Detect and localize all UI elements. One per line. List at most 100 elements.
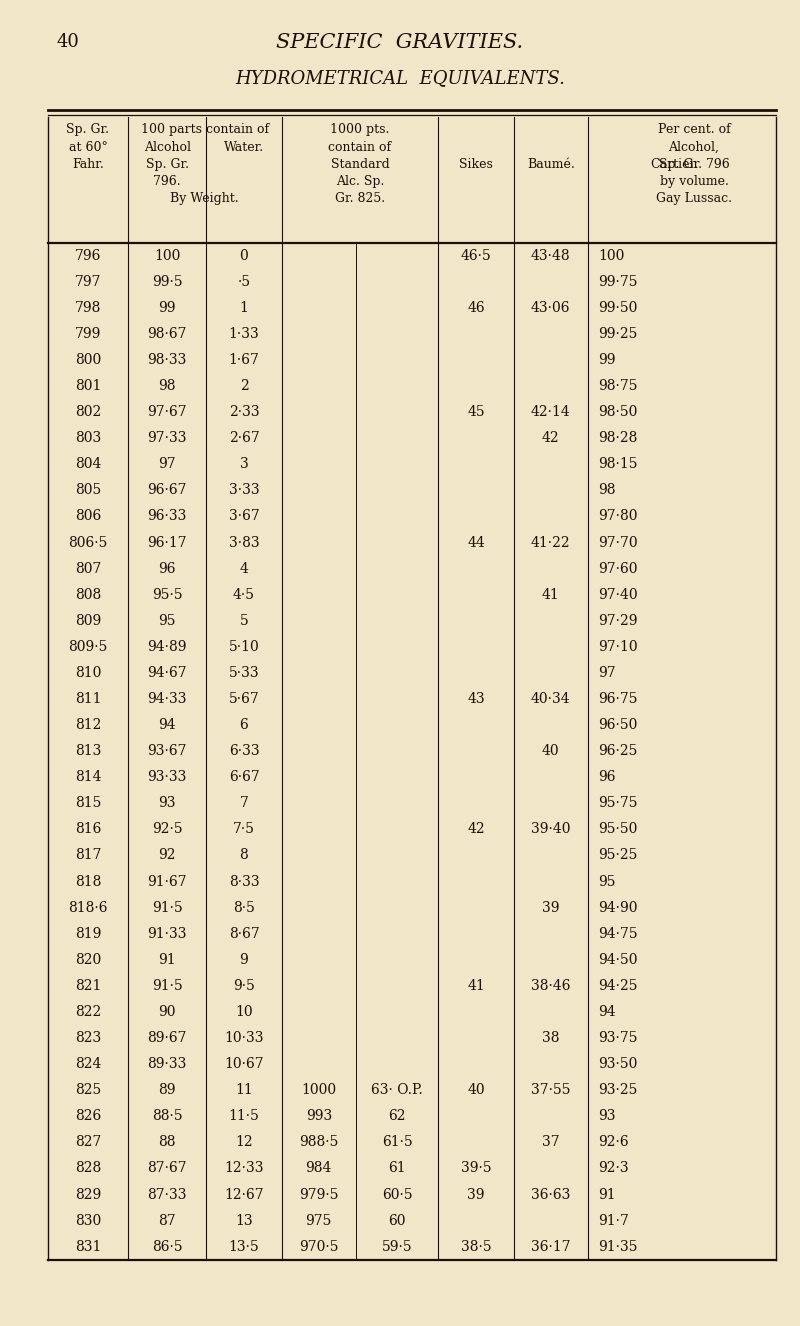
Text: Sp. Gr. 796: Sp. Gr. 796 xyxy=(658,158,730,171)
Text: 3·83: 3·83 xyxy=(229,536,259,549)
Text: 2: 2 xyxy=(240,379,248,392)
Text: 96·17: 96·17 xyxy=(147,536,187,549)
Text: 812: 812 xyxy=(75,719,101,732)
Text: 828: 828 xyxy=(75,1162,101,1175)
Text: 6: 6 xyxy=(240,719,248,732)
Text: 97·60: 97·60 xyxy=(598,562,638,575)
Text: 98·28: 98·28 xyxy=(598,431,638,446)
Text: 11·5: 11·5 xyxy=(229,1110,259,1123)
Text: 796: 796 xyxy=(75,249,101,263)
Text: 92: 92 xyxy=(158,849,176,862)
Text: 36·63: 36·63 xyxy=(531,1188,570,1201)
Text: 42: 42 xyxy=(542,431,560,446)
Text: 96·25: 96·25 xyxy=(598,744,638,758)
Text: 979·5: 979·5 xyxy=(299,1188,338,1201)
Text: 91·35: 91·35 xyxy=(598,1240,638,1253)
Text: 39: 39 xyxy=(542,900,559,915)
Text: 819: 819 xyxy=(75,927,101,940)
Text: 10·67: 10·67 xyxy=(224,1057,264,1071)
Text: 99·75: 99·75 xyxy=(598,274,638,289)
Text: 99·25: 99·25 xyxy=(598,328,638,341)
Text: 1000: 1000 xyxy=(302,1083,336,1097)
Text: 802: 802 xyxy=(75,406,101,419)
Text: 61·5: 61·5 xyxy=(382,1135,413,1150)
Text: 993: 993 xyxy=(306,1110,332,1123)
Text: 37: 37 xyxy=(542,1135,560,1150)
Text: 1·67: 1·67 xyxy=(229,353,259,367)
Text: 975: 975 xyxy=(306,1213,332,1228)
Text: 59·5: 59·5 xyxy=(382,1240,413,1253)
Text: 816: 816 xyxy=(75,822,101,837)
Text: 97: 97 xyxy=(158,457,176,471)
Text: 797: 797 xyxy=(74,274,102,289)
Text: 36·17: 36·17 xyxy=(531,1240,570,1253)
Text: 815: 815 xyxy=(75,797,101,810)
Text: 97·80: 97·80 xyxy=(598,509,638,524)
Text: 38: 38 xyxy=(542,1032,559,1045)
Text: 93·33: 93·33 xyxy=(147,770,187,784)
Text: 807: 807 xyxy=(75,562,101,575)
Text: 99·50: 99·50 xyxy=(598,301,638,314)
Text: 94: 94 xyxy=(598,1005,616,1018)
Text: 89·67: 89·67 xyxy=(147,1032,187,1045)
Text: 99·5: 99·5 xyxy=(152,274,182,289)
Text: 94·89: 94·89 xyxy=(147,640,187,654)
Text: 806: 806 xyxy=(75,509,101,524)
Text: 12: 12 xyxy=(235,1135,253,1150)
Text: 99: 99 xyxy=(158,301,176,314)
Text: 41: 41 xyxy=(542,587,560,602)
Text: 809·5: 809·5 xyxy=(68,640,108,654)
Text: 92·5: 92·5 xyxy=(152,822,182,837)
Text: 40·34: 40·34 xyxy=(531,692,570,705)
Text: 810: 810 xyxy=(75,666,101,680)
Text: 38·46: 38·46 xyxy=(531,979,570,993)
Text: 97: 97 xyxy=(598,666,616,680)
Text: 798: 798 xyxy=(75,301,101,314)
Text: 91: 91 xyxy=(158,953,176,967)
Text: 97·40: 97·40 xyxy=(598,587,638,602)
Text: 88·5: 88·5 xyxy=(152,1110,182,1123)
Text: 5·10: 5·10 xyxy=(229,640,259,654)
Text: 42: 42 xyxy=(467,822,485,837)
Text: 91·7: 91·7 xyxy=(598,1213,630,1228)
Text: 38·5: 38·5 xyxy=(461,1240,491,1253)
Text: 94·50: 94·50 xyxy=(598,953,638,967)
Text: 92·3: 92·3 xyxy=(598,1162,629,1175)
Text: 11: 11 xyxy=(235,1083,253,1097)
Text: 7·5: 7·5 xyxy=(233,822,255,837)
Text: 6·33: 6·33 xyxy=(229,744,259,758)
Text: 98·33: 98·33 xyxy=(147,353,187,367)
Text: 814: 814 xyxy=(74,770,102,784)
Text: 825: 825 xyxy=(75,1083,101,1097)
Text: 46: 46 xyxy=(467,301,485,314)
Text: 7: 7 xyxy=(239,797,249,810)
Text: 796.: 796. xyxy=(154,175,181,188)
Text: 13·5: 13·5 xyxy=(229,1240,259,1253)
Text: 98: 98 xyxy=(158,379,176,392)
Text: 43·48: 43·48 xyxy=(531,249,570,263)
Text: 95·25: 95·25 xyxy=(598,849,638,862)
Text: 94: 94 xyxy=(158,719,176,732)
Text: 100: 100 xyxy=(598,249,625,263)
Text: 91·33: 91·33 xyxy=(147,927,187,940)
Text: 97·70: 97·70 xyxy=(598,536,638,549)
Text: 100 parts contain of: 100 parts contain of xyxy=(141,123,269,137)
Text: 12·67: 12·67 xyxy=(224,1188,264,1201)
Text: 988·5: 988·5 xyxy=(299,1135,338,1150)
Text: 91·5: 91·5 xyxy=(152,979,182,993)
Text: Gay Lussac.: Gay Lussac. xyxy=(656,192,732,206)
Text: Sikes: Sikes xyxy=(459,158,493,171)
Text: 40: 40 xyxy=(56,33,79,52)
Text: 93·75: 93·75 xyxy=(598,1032,638,1045)
Text: 62: 62 xyxy=(389,1110,406,1123)
Text: 5·33: 5·33 xyxy=(229,666,259,680)
Text: 5·67: 5·67 xyxy=(229,692,259,705)
Text: 42·14: 42·14 xyxy=(531,406,570,419)
Text: 9: 9 xyxy=(240,953,248,967)
Text: Per cent. of: Per cent. of xyxy=(658,123,730,137)
Text: Baumé.: Baumé. xyxy=(527,158,574,171)
Text: Alc. Sp.: Alc. Sp. xyxy=(336,175,384,188)
Text: 813: 813 xyxy=(75,744,101,758)
Text: 98: 98 xyxy=(598,484,616,497)
Text: 97·10: 97·10 xyxy=(598,640,638,654)
